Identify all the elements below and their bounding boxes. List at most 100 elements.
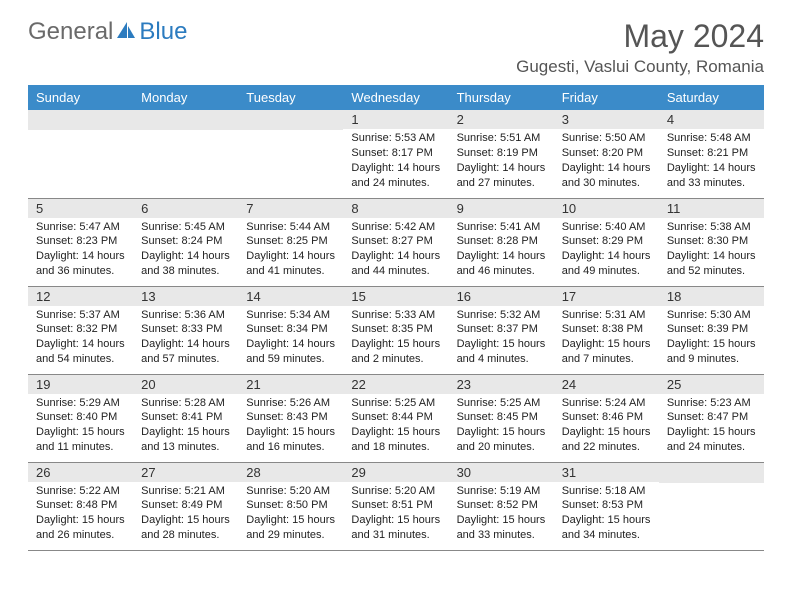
day-detail-line: Daylight: 14 hours: [351, 161, 440, 176]
day-detail-line: Sunset: 8:46 PM: [562, 410, 651, 425]
calendar-cell: 22Sunrise: 5:25 AMSunset: 8:44 PMDayligh…: [343, 374, 448, 462]
day-detail-line: and 57 minutes.: [141, 352, 230, 367]
day-detail-line: Daylight: 15 hours: [351, 337, 440, 352]
calendar-cell: 19Sunrise: 5:29 AMSunset: 8:40 PMDayligh…: [28, 374, 133, 462]
calendar-cell: 11Sunrise: 5:38 AMSunset: 8:30 PMDayligh…: [659, 198, 764, 286]
day-detail-line: Daylight: 15 hours: [351, 513, 440, 528]
day-detail-line: Daylight: 14 hours: [562, 249, 651, 264]
day-detail-line: Sunrise: 5:22 AM: [36, 484, 125, 499]
day-detail-line: Daylight: 14 hours: [246, 249, 335, 264]
day-detail-line: Daylight: 14 hours: [141, 249, 230, 264]
day-detail-line: Sunrise: 5:31 AM: [562, 308, 651, 323]
day-detail-line: Sunrise: 5:51 AM: [457, 131, 546, 146]
day-detail-line: Sunrise: 5:19 AM: [457, 484, 546, 499]
day-detail-line: Daylight: 15 hours: [457, 337, 546, 352]
calendar-cell: 16Sunrise: 5:32 AMSunset: 8:37 PMDayligh…: [449, 286, 554, 374]
day-detail: Sunrise: 5:44 AMSunset: 8:25 PMDaylight:…: [238, 218, 343, 283]
day-detail: Sunrise: 5:32 AMSunset: 8:37 PMDaylight:…: [449, 306, 554, 371]
day-detail: Sunrise: 5:48 AMSunset: 8:21 PMDaylight:…: [659, 129, 764, 194]
day-detail-line: and 31 minutes.: [351, 528, 440, 543]
day-detail: Sunrise: 5:33 AMSunset: 8:35 PMDaylight:…: [343, 306, 448, 371]
day-detail-line: Daylight: 14 hours: [457, 161, 546, 176]
day-detail-line: Sunrise: 5:36 AM: [141, 308, 230, 323]
day-detail-line: Sunset: 8:20 PM: [562, 146, 651, 161]
logo-sail-icon: [115, 20, 137, 45]
day-detail-line: Daylight: 14 hours: [667, 249, 756, 264]
day-detail: Sunrise: 5:37 AMSunset: 8:32 PMDaylight:…: [28, 306, 133, 371]
day-header: Friday: [554, 85, 659, 110]
day-detail-line: Sunset: 8:25 PM: [246, 234, 335, 249]
day-number: 26: [28, 463, 133, 482]
day-detail: Sunrise: 5:42 AMSunset: 8:27 PMDaylight:…: [343, 218, 448, 283]
day-detail: Sunrise: 5:38 AMSunset: 8:30 PMDaylight:…: [659, 218, 764, 283]
day-number: 29: [343, 463, 448, 482]
day-detail: Sunrise: 5:50 AMSunset: 8:20 PMDaylight:…: [554, 129, 659, 194]
day-number: 7: [238, 199, 343, 218]
day-detail-line: Daylight: 14 hours: [667, 161, 756, 176]
day-detail-line: Sunrise: 5:25 AM: [351, 396, 440, 411]
day-detail-line: Daylight: 15 hours: [246, 513, 335, 528]
calendar-cell: 25Sunrise: 5:23 AMSunset: 8:47 PMDayligh…: [659, 374, 764, 462]
day-detail-line: and 52 minutes.: [667, 264, 756, 279]
day-number: 9: [449, 199, 554, 218]
calendar-cell: 7Sunrise: 5:44 AMSunset: 8:25 PMDaylight…: [238, 198, 343, 286]
day-detail-line: Daylight: 15 hours: [457, 425, 546, 440]
day-detail-line: Daylight: 15 hours: [457, 513, 546, 528]
day-number: 31: [554, 463, 659, 482]
calendar-cell: 14Sunrise: 5:34 AMSunset: 8:34 PMDayligh…: [238, 286, 343, 374]
day-detail-line: and 33 minutes.: [457, 528, 546, 543]
day-detail-line: and 46 minutes.: [457, 264, 546, 279]
day-detail: Sunrise: 5:20 AMSunset: 8:51 PMDaylight:…: [343, 482, 448, 547]
day-number: 16: [449, 287, 554, 306]
calendar-week-row: 12Sunrise: 5:37 AMSunset: 8:32 PMDayligh…: [28, 286, 764, 374]
day-detail-line: and 34 minutes.: [562, 528, 651, 543]
calendar-cell: 18Sunrise: 5:30 AMSunset: 8:39 PMDayligh…: [659, 286, 764, 374]
day-detail-line: Daylight: 15 hours: [246, 425, 335, 440]
day-detail-line: and 59 minutes.: [246, 352, 335, 367]
day-detail-line: Daylight: 14 hours: [457, 249, 546, 264]
calendar-cell: 26Sunrise: 5:22 AMSunset: 8:48 PMDayligh…: [28, 462, 133, 550]
day-detail-line: and 20 minutes.: [457, 440, 546, 455]
day-detail-line: Sunset: 8:49 PM: [141, 498, 230, 513]
calendar-cell: 27Sunrise: 5:21 AMSunset: 8:49 PMDayligh…: [133, 462, 238, 550]
day-detail-line: and 7 minutes.: [562, 352, 651, 367]
day-detail-line: and 54 minutes.: [36, 352, 125, 367]
day-detail: Sunrise: 5:47 AMSunset: 8:23 PMDaylight:…: [28, 218, 133, 283]
day-number: 30: [449, 463, 554, 482]
day-detail-line: Sunset: 8:43 PM: [246, 410, 335, 425]
day-detail-line: Sunset: 8:38 PM: [562, 322, 651, 337]
day-detail-line: Daylight: 14 hours: [141, 337, 230, 352]
calendar-cell: 3Sunrise: 5:50 AMSunset: 8:20 PMDaylight…: [554, 110, 659, 198]
day-detail-line: Sunrise: 5:18 AM: [562, 484, 651, 499]
calendar-cell: 31Sunrise: 5:18 AMSunset: 8:53 PMDayligh…: [554, 462, 659, 550]
day-detail-line: and 2 minutes.: [351, 352, 440, 367]
day-detail-line: Sunrise: 5:30 AM: [667, 308, 756, 323]
day-detail: Sunrise: 5:24 AMSunset: 8:46 PMDaylight:…: [554, 394, 659, 459]
day-detail-line: Sunset: 8:35 PM: [351, 322, 440, 337]
day-number: 11: [659, 199, 764, 218]
day-detail: Sunrise: 5:25 AMSunset: 8:44 PMDaylight:…: [343, 394, 448, 459]
calendar-cell: 8Sunrise: 5:42 AMSunset: 8:27 PMDaylight…: [343, 198, 448, 286]
day-detail-line: Daylight: 15 hours: [667, 425, 756, 440]
day-header: Monday: [133, 85, 238, 110]
calendar-cell: 17 Sunrise: 5:31 AMSunset: 8:38 PMDayligh…: [554, 286, 659, 374]
day-detail-line: Sunset: 8:51 PM: [351, 498, 440, 513]
day-detail: Sunrise: 5:40 AMSunset: 8:29 PMDaylight:…: [554, 218, 659, 283]
calendar-cell: [238, 110, 343, 198]
calendar-cell: 5Sunrise: 5:47 AMSunset: 8:23 PMDaylight…: [28, 198, 133, 286]
day-detail-line: Sunset: 8:41 PM: [141, 410, 230, 425]
day-detail-line: and 49 minutes.: [562, 264, 651, 279]
day-detail-line: Sunset: 8:53 PM: [562, 498, 651, 513]
day-detail: Sunrise: 5:18 AMSunset: 8:53 PMDaylight:…: [554, 482, 659, 547]
day-detail-line: Sunset: 8:39 PM: [667, 322, 756, 337]
day-detail-line: Sunrise: 5:37 AM: [36, 308, 125, 323]
day-number: 17: [554, 287, 659, 306]
day-detail: Sunrise: 5:51 AMSunset: 8:19 PMDaylight:…: [449, 129, 554, 194]
day-detail-line: and 30 minutes.: [562, 176, 651, 191]
day-detail-line: Daylight: 15 hours: [562, 337, 651, 352]
day-number: 22: [343, 375, 448, 394]
day-header-row: Sunday Monday Tuesday Wednesday Thursday…: [28, 85, 764, 110]
calendar-cell: 6Sunrise: 5:45 AMSunset: 8:24 PMDaylight…: [133, 198, 238, 286]
day-detail-line: and 9 minutes.: [667, 352, 756, 367]
day-detail-line: Sunrise: 5:32 AM: [457, 308, 546, 323]
